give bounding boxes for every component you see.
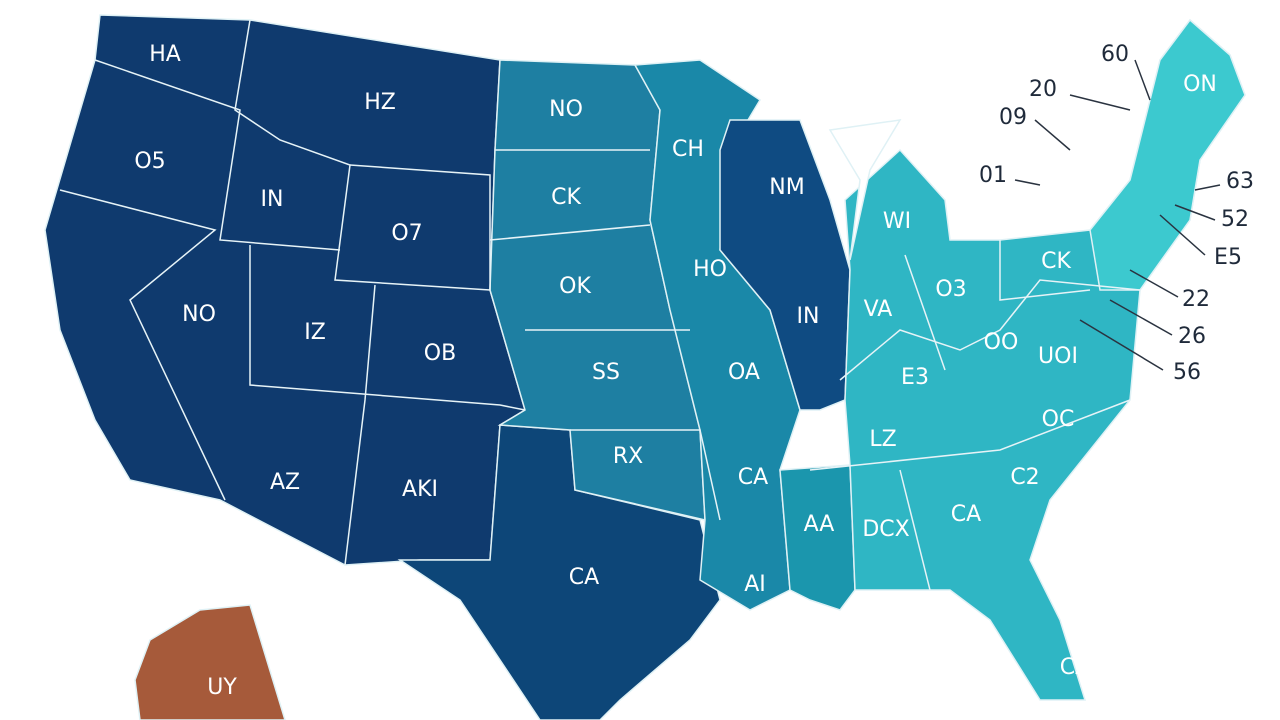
callout-line bbox=[1134, 59, 1151, 101]
callout-label: 01 bbox=[979, 163, 1007, 188]
border bbox=[234, 19, 491, 291]
state-label: IN bbox=[261, 187, 284, 212]
state-label: UY bbox=[207, 675, 237, 700]
state-label: CK bbox=[1041, 249, 1071, 274]
regions bbox=[44, 14, 1246, 720]
callout-label: 60 bbox=[1101, 42, 1129, 67]
border bbox=[249, 245, 526, 411]
state-label: HZ bbox=[364, 90, 396, 115]
callout-line bbox=[1034, 119, 1071, 151]
state-label: O5 bbox=[134, 149, 165, 174]
state-label: AI bbox=[744, 572, 766, 597]
border bbox=[904, 254, 946, 371]
callout-line bbox=[1069, 94, 1131, 111]
border bbox=[59, 189, 226, 501]
state-label: CA bbox=[738, 465, 768, 490]
great-lakes-region bbox=[719, 119, 851, 411]
state-label: CK bbox=[551, 185, 581, 210]
state-label: VA bbox=[864, 297, 893, 322]
state-label: HA bbox=[149, 42, 181, 67]
callout-line bbox=[1014, 179, 1041, 186]
state-label: CA bbox=[569, 565, 599, 590]
state-label: O3 bbox=[935, 277, 966, 302]
border bbox=[839, 279, 1141, 381]
state-label: O7 bbox=[391, 221, 422, 246]
border bbox=[899, 469, 931, 591]
state-label: LZ bbox=[869, 427, 896, 452]
state-label: OC bbox=[1042, 407, 1075, 432]
callout-line bbox=[1174, 204, 1216, 221]
state-label: CH bbox=[672, 137, 704, 162]
callout-lines bbox=[1014, 59, 1221, 371]
callout-line bbox=[1129, 269, 1179, 298]
callout-label: 20 bbox=[1029, 77, 1057, 102]
callout-line bbox=[1079, 319, 1164, 371]
state-label: CA bbox=[1060, 655, 1090, 680]
state-label: DCX bbox=[862, 517, 909, 542]
border bbox=[349, 164, 491, 290]
state-label: ON bbox=[1183, 72, 1217, 97]
state-label: OO bbox=[984, 330, 1019, 355]
state-label: IZ bbox=[304, 320, 326, 345]
state-label: CA bbox=[951, 502, 981, 527]
state-label: SS bbox=[592, 360, 620, 385]
callout-label: 52 bbox=[1221, 207, 1249, 232]
callout-label: 56 bbox=[1173, 360, 1201, 385]
state-label: RX bbox=[613, 444, 643, 469]
state-label: NO bbox=[182, 302, 216, 327]
state-label: WI bbox=[883, 209, 911, 234]
border bbox=[344, 284, 376, 566]
callout-label: 09 bbox=[999, 105, 1027, 130]
state-label: C2 bbox=[1010, 465, 1039, 490]
state-label: AKI bbox=[402, 477, 438, 502]
callout-label: 22 bbox=[1182, 287, 1210, 312]
callout-label: E5 bbox=[1214, 245, 1242, 270]
state-label: OK bbox=[559, 274, 591, 299]
alaska bbox=[134, 604, 286, 720]
state-label: NM bbox=[769, 175, 804, 200]
state-label: WI bbox=[1084, 167, 1112, 192]
lake bbox=[828, 119, 902, 261]
border bbox=[489, 224, 651, 241]
state-label: NO bbox=[549, 97, 583, 122]
border bbox=[570, 429, 721, 521]
state-label: UOI bbox=[1038, 344, 1078, 369]
state-label: AA bbox=[804, 512, 835, 537]
border bbox=[999, 240, 1091, 301]
callout-line bbox=[1109, 299, 1173, 336]
south-region bbox=[779, 464, 856, 611]
border bbox=[809, 399, 1131, 471]
state-label: OA bbox=[728, 360, 760, 385]
callout-line bbox=[1159, 214, 1206, 256]
callout-label: 26 bbox=[1178, 324, 1206, 349]
state-label: IN bbox=[797, 304, 820, 329]
state-label: E3 bbox=[901, 365, 929, 390]
callout-line bbox=[1194, 184, 1221, 191]
borders bbox=[59, 19, 1141, 591]
state-label: AZ bbox=[270, 470, 300, 495]
state-label: HO bbox=[693, 257, 727, 282]
border bbox=[94, 59, 341, 251]
state-label: OB bbox=[424, 341, 456, 366]
callout-label: 63 bbox=[1226, 169, 1254, 194]
